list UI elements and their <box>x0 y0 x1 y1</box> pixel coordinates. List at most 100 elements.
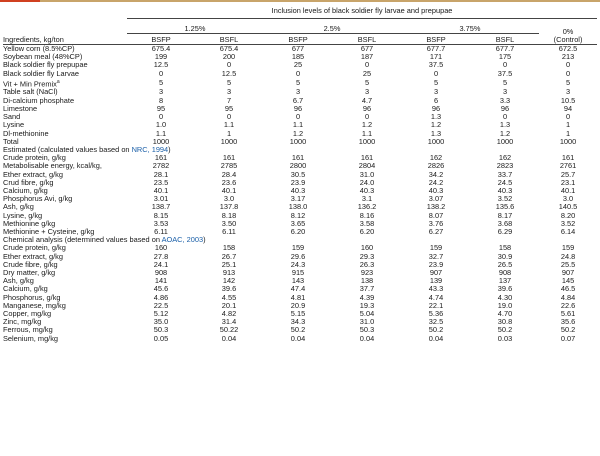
table-cell: 138.7 <box>151 203 171 212</box>
chemical-row: Phosphorus, g/kg 4.86 4.55 4.81 4.39 4.74 4.30… <box>3 294 597 302</box>
table-cell: 159 <box>429 244 443 253</box>
estimated-section-heading-text: Estimated (calculated values based on <box>3 145 132 154</box>
table-cell: 187 <box>360 53 374 62</box>
table-cell: 200 <box>222 53 236 62</box>
chemical-row: Crude protein, g/kg 160 158 159 160 159 158 159 <box>3 244 597 252</box>
table-cell: 4.81 <box>290 293 306 302</box>
table-cell: 3 <box>158 88 164 97</box>
table-cell: 0 <box>226 61 232 70</box>
table-cell: 0 <box>565 61 571 70</box>
table-cell: 37.5 <box>497 69 513 78</box>
table-cell: 0 <box>565 69 571 78</box>
table-cell: 138 <box>360 277 374 286</box>
table-cell: 0 <box>158 113 164 122</box>
chemical-section-heading: Chemical analysis (determined values bas… <box>3 236 597 244</box>
ingredient-row: Dl-methionine 1.1 1 1.2 1.1 1.3 1.2 1 <box>3 130 597 138</box>
table-cell: 96 <box>293 104 303 113</box>
table-cell: 1000 <box>559 137 577 146</box>
row-label: Methionine + Cysteine, g/kg <box>3 227 95 236</box>
table-cell: 1.3 <box>430 113 442 122</box>
table-cell: 50.3 <box>153 326 169 335</box>
premix-footnote-mark: a <box>56 78 60 85</box>
estimated-section-heading: Estimated (calculated values based on NR… <box>3 146 597 154</box>
table-cell: 40.1 <box>221 186 237 195</box>
table-cell: 3.50 <box>221 219 237 228</box>
table-cell: 1.2 <box>292 129 304 138</box>
row-label: Ferrous, mg/kg <box>3 326 53 335</box>
table-cell: 0 <box>295 69 301 78</box>
table-cell: 3.53 <box>153 219 169 228</box>
table-cell: 1 <box>226 129 232 138</box>
table-cell: 3 <box>364 88 370 97</box>
table-cell: 23.1 <box>560 178 576 187</box>
table-cell: 24.0 <box>359 178 375 187</box>
chemical-row: Zinc, mg/kg 35.0 31.4 34.3 31.0 32.5 30.8 35.6 <box>3 318 597 326</box>
table-cell: 24.2 <box>428 178 444 187</box>
row-label: Ash, g/kg <box>3 203 34 212</box>
chemical-section-heading-citation-link[interactable]: AOAC, 2003 <box>161 236 204 245</box>
table-cell: 5 <box>364 78 370 88</box>
table-cell: 0 <box>226 113 232 122</box>
table-cell: 142 <box>222 277 236 286</box>
table-cell: 28.1 <box>153 170 169 179</box>
table-cell: 4.74 <box>428 293 444 302</box>
table-cell: 3 <box>226 88 232 97</box>
estimated-row: Calcium, g/kg 40.1 40.1 40.3 40.3 40.3 40.3 40.… <box>3 187 597 195</box>
table-cell: 0 <box>364 113 370 122</box>
table-cell: 20.1 <box>221 301 237 310</box>
table-cell: 4.82 <box>221 309 237 318</box>
table-cell: 23.9 <box>428 260 444 269</box>
table-cell: 1000 <box>427 137 445 146</box>
control-header: 0% (Control) <box>539 18 598 45</box>
table-cell: 29.6 <box>290 252 306 261</box>
row-label: Yellow corn (8.5%CP) <box>3 44 75 53</box>
subcol-header: BSFP <box>127 33 195 45</box>
table-cell: 1.0 <box>155 121 167 130</box>
table-cell: 50.2 <box>560 326 576 335</box>
table-cell: 138.2 <box>426 203 446 212</box>
table-cell: 32.7 <box>428 252 444 261</box>
table-cell: 25 <box>362 69 372 78</box>
row-label: Ether extract, g/kg <box>3 252 63 261</box>
table-cell: 675.4 <box>219 44 239 53</box>
table-cell: 35.6 <box>560 318 576 327</box>
table-cell: 2800 <box>289 162 307 171</box>
table-cell: 39.6 <box>221 285 237 294</box>
row-label: Manganese, mg/kg <box>3 301 66 310</box>
table-cell: 6.20 <box>290 227 306 236</box>
table-cell: 0 <box>433 69 439 78</box>
estimated-section-heading-citation-link[interactable]: NRC, 1994 <box>131 145 169 154</box>
estimated-row: Methionine + Cysteine, g/kg 6.11 6.11 6.20 6… <box>3 228 597 236</box>
table-cell: 8.20 <box>560 211 576 220</box>
ingredient-row: Table salt (NaCl) 3 3 3 3 3 3 3 <box>3 88 597 96</box>
chemical-row: Ferrous, mg/kg 50.3 50.22 50.2 50.3 50.2 50.2 5… <box>3 326 597 334</box>
ingredient-row: Di-calcium phosphate 8 7 6.7 4.7 6 3.3 10.5 <box>3 97 597 105</box>
table-cell: 2782 <box>152 162 170 171</box>
level-1-header: 1.25% <box>127 18 263 34</box>
table-cell: 8.17 <box>497 211 513 220</box>
table-cell: 32.5 <box>428 318 444 327</box>
table-cell: 24.5 <box>497 178 513 187</box>
table-cell: 30.9 <box>497 252 513 261</box>
table-cell: 161 <box>222 154 236 163</box>
table-cell: 677.7 <box>426 44 446 53</box>
table-cell: 6.27 <box>428 227 444 236</box>
table-cell: 4.30 <box>497 293 513 302</box>
table-cell: 8.12 <box>290 211 306 220</box>
chemical-row: Selenium, mg/kg 0.05 0.04 0.04 0.04 0.04 0.03 0… <box>3 335 597 343</box>
estimated-row: Crud fibre, g/kg 23.5 23.6 23.9 24.0 24.2 24.5… <box>3 179 597 187</box>
chemical-row: Ash, g/kg 141 142 143 138 139 137 145 <box>3 277 597 285</box>
table-cell: 3.07 <box>428 195 444 204</box>
row-label: Crude fibre, g/kg <box>3 260 58 269</box>
table-cell: 2785 <box>220 162 238 171</box>
table-cell: 1.2 <box>499 129 511 138</box>
table-cell: 0.04 <box>428 334 444 343</box>
table-cell: 20.9 <box>290 301 306 310</box>
table-cell: 5.61 <box>560 309 576 318</box>
table-cell: 2826 <box>427 162 445 171</box>
table-cell: 0 <box>158 69 164 78</box>
table-cell: 161 <box>561 154 575 163</box>
chemical-row: Manganese, mg/kg 22.5 20.1 20.9 19.3 22.1 19.0… <box>3 302 597 310</box>
table-cell: 25.5 <box>560 260 576 269</box>
row-label: Metabolisable energy, kcal/kg, <box>3 162 102 171</box>
